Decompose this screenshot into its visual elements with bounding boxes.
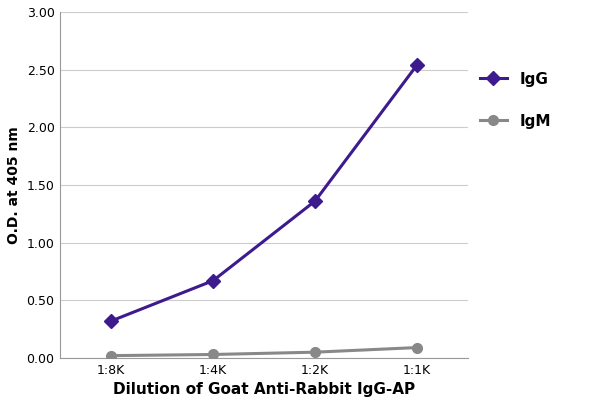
Line: IgG: IgG (106, 60, 422, 326)
IgG (209, 278, 217, 283)
IgG (311, 199, 319, 204)
IgG (107, 319, 115, 324)
IgM (311, 350, 319, 355)
IgM (209, 352, 217, 357)
Y-axis label: O.D. at 405 nm: O.D. at 405 nm (7, 126, 21, 244)
IgG (413, 63, 421, 67)
IgM (107, 353, 115, 358)
Line: IgM: IgM (106, 343, 422, 360)
X-axis label: Dilution of Goat Anti-Rabbit IgG-AP: Dilution of Goat Anti-Rabbit IgG-AP (113, 382, 415, 397)
IgM (413, 345, 421, 350)
Legend: IgG, IgM: IgG, IgM (480, 72, 551, 129)
